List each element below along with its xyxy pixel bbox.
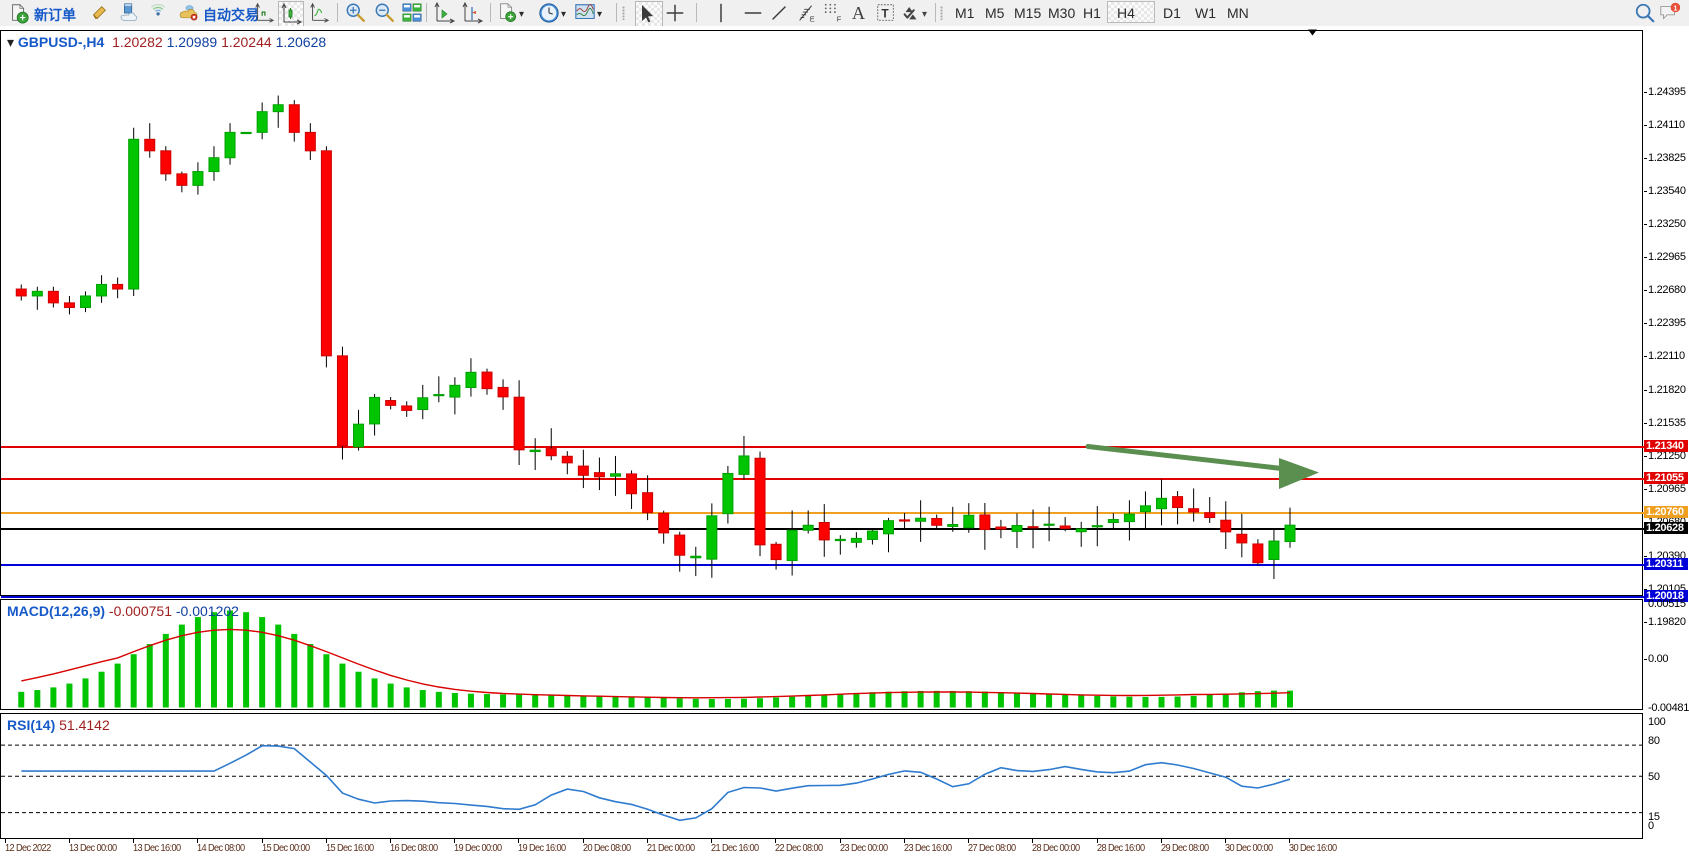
svg-text:F: F: [837, 14, 842, 23]
svg-text:T: T: [881, 7, 889, 21]
svg-text:E: E: [810, 14, 815, 23]
svg-text:1: 1: [1673, 3, 1677, 12]
